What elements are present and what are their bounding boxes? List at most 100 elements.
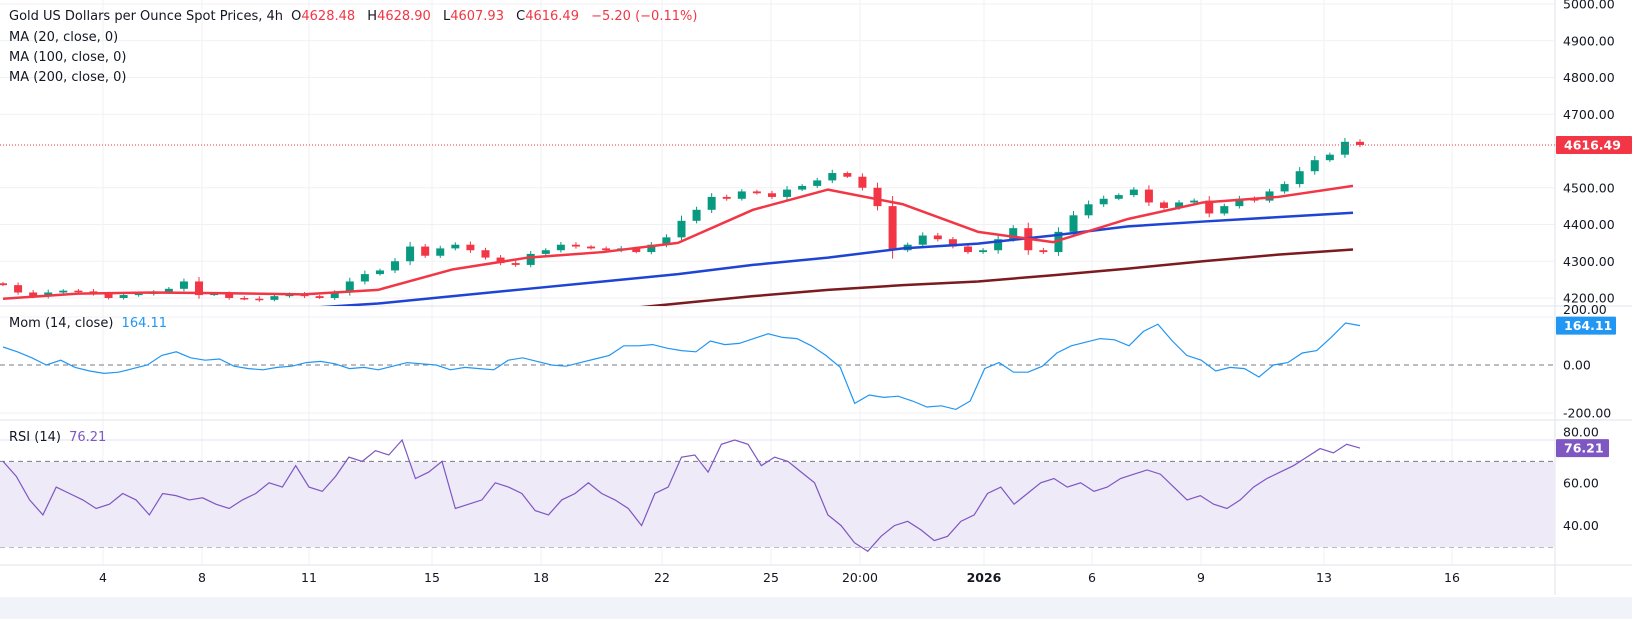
last-price-badge-bg bbox=[1556, 135, 1632, 154]
candle-body bbox=[29, 292, 38, 297]
candle-body bbox=[195, 281, 204, 296]
candle-body bbox=[783, 189, 792, 197]
candle-body bbox=[1099, 198, 1108, 205]
candle-body bbox=[164, 288, 173, 293]
rsi-band bbox=[0, 462, 1555, 547]
candle-body bbox=[1129, 189, 1138, 196]
candle-body bbox=[587, 246, 596, 249]
candle-body bbox=[1295, 171, 1304, 185]
mom-tick-label: -200.00 bbox=[1563, 406, 1611, 421]
candle-body bbox=[134, 293, 143, 296]
candle-body bbox=[948, 239, 957, 247]
candle-body bbox=[421, 246, 430, 256]
candle-body bbox=[662, 237, 671, 245]
candle-body bbox=[722, 196, 731, 199]
mom-legend[interactable]: Mom (14, close) 164.11 bbox=[9, 316, 171, 331]
candle-body bbox=[813, 180, 822, 186]
candle-body bbox=[0, 283, 7, 286]
candle-body bbox=[647, 244, 656, 253]
candle-body bbox=[737, 191, 746, 199]
time-tick-label: 15 bbox=[424, 570, 440, 585]
open-label: O bbox=[291, 9, 302, 24]
time-tick-label: 18 bbox=[533, 570, 549, 585]
candle-body bbox=[1356, 141, 1364, 145]
open-value: 4628.48 bbox=[301, 9, 356, 24]
bottom-strip bbox=[0, 597, 1632, 619]
high-label: H bbox=[367, 9, 378, 24]
candle-body bbox=[360, 274, 369, 282]
candle-body bbox=[1175, 202, 1184, 208]
candle-body bbox=[406, 246, 415, 262]
candle-body bbox=[767, 193, 776, 197]
rsi-value-badge: 76.21 bbox=[1564, 441, 1604, 456]
ma20-line bbox=[2, 184, 1354, 300]
candle-body bbox=[436, 248, 445, 256]
candle-body bbox=[496, 257, 505, 264]
candle-body bbox=[225, 293, 234, 298]
candle-body bbox=[1144, 189, 1153, 203]
price-tick-label: 4400.00 bbox=[1563, 217, 1615, 232]
rsi-legend[interactable]: RSI (14) 76.21 bbox=[9, 430, 110, 445]
candle-body bbox=[963, 246, 972, 253]
price-axis[interactable]: 4 8 11 15 18 22 25 20:00 2026 6 9 13 16 5000.00 4900.0… bbox=[99, 0, 1632, 585]
candle-body bbox=[1205, 200, 1214, 214]
candle-body bbox=[1265, 191, 1274, 201]
last-price-badge: 4616.49 bbox=[1564, 137, 1621, 152]
candle-body bbox=[104, 293, 113, 298]
time-tick-label: 20:00 bbox=[842, 570, 878, 585]
rsi-tick-label: 40.00 bbox=[1563, 518, 1599, 533]
candle-body bbox=[1340, 141, 1349, 155]
close-value: 4616.49 bbox=[525, 9, 579, 24]
candle-body bbox=[59, 290, 68, 293]
ma-lines bbox=[2, 184, 1354, 306]
candle-body bbox=[375, 270, 384, 275]
change-value: −5.20 (−0.11%) bbox=[591, 9, 698, 24]
momentum-line bbox=[2, 322, 1361, 411]
candle-body bbox=[119, 295, 128, 298]
candle-body bbox=[1114, 195, 1123, 199]
rsi-tick-label: 80.00 bbox=[1563, 425, 1599, 440]
time-tick-label: 9 bbox=[1197, 570, 1205, 585]
candle-body bbox=[481, 250, 490, 258]
candle-body bbox=[858, 176, 867, 188]
candle-body bbox=[466, 244, 475, 251]
mom-label: Mom (14, close) bbox=[9, 316, 114, 331]
candle-body bbox=[270, 296, 279, 300]
rsi-label: RSI (14) bbox=[9, 430, 61, 445]
price-tick-label: 4700.00 bbox=[1563, 107, 1615, 122]
ma100-legend[interactable]: MA (100, close, 0) bbox=[9, 50, 127, 65]
ma200-legend[interactable]: MA (200, close, 0) bbox=[9, 70, 127, 85]
candle-body bbox=[451, 244, 460, 249]
time-tick-label: 2026 bbox=[967, 570, 1002, 585]
price-tick-label: 4900.00 bbox=[1563, 33, 1615, 48]
candle-body bbox=[602, 248, 611, 251]
close-label: C bbox=[516, 9, 526, 24]
price-tick-label: 4500.00 bbox=[1563, 180, 1615, 195]
mom-value-badge: 164.11 bbox=[1564, 318, 1612, 333]
candle-body bbox=[1190, 200, 1199, 203]
ma20-legend[interactable]: MA (20, close, 0) bbox=[9, 30, 119, 45]
low-value: 4607.93 bbox=[450, 9, 504, 24]
candle-body bbox=[74, 290, 83, 293]
candle-body bbox=[888, 206, 897, 251]
candle-body bbox=[979, 250, 988, 253]
candle-body bbox=[240, 298, 249, 300]
candle-body bbox=[210, 293, 219, 296]
candle-body bbox=[994, 239, 1003, 251]
candle-body bbox=[511, 263, 520, 265]
candle-body bbox=[541, 250, 550, 254]
candle-body bbox=[632, 248, 641, 253]
time-tick-label: 6 bbox=[1088, 570, 1096, 585]
candle-body bbox=[1325, 154, 1334, 161]
price-tick-label: 4300.00 bbox=[1563, 254, 1615, 269]
candle-body bbox=[1220, 206, 1229, 214]
mom-tick-label: 200.00 bbox=[1563, 302, 1607, 317]
time-tick-label: 16 bbox=[1444, 570, 1460, 585]
rsi-line bbox=[2, 438, 1361, 553]
candle-body bbox=[933, 235, 942, 240]
candle-body bbox=[571, 244, 580, 247]
mom-tick-label: 0.00 bbox=[1563, 358, 1591, 373]
plot-area[interactable] bbox=[0, 137, 1555, 553]
